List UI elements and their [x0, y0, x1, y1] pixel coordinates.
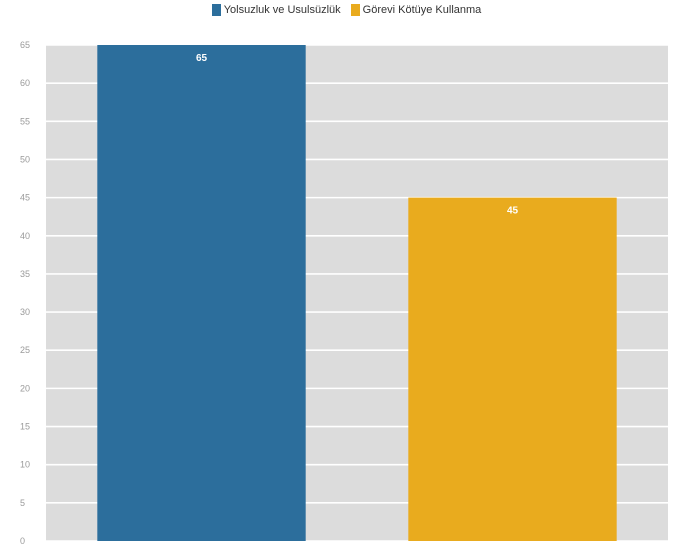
y-tick-label: 45 [20, 193, 30, 203]
data-label-2: 45 [507, 206, 519, 217]
y-tick-label: 0 [20, 536, 25, 546]
y-tick-label: 40 [20, 231, 30, 241]
legend-label-series-1: Yolsuzluk ve Usulsüzlük [223, 4, 341, 16]
y-tick-label: 35 [20, 269, 30, 279]
y-tick-label: 55 [20, 116, 30, 126]
bar-2 [408, 197, 617, 541]
y-tick-label: 10 [20, 460, 30, 470]
y-tick-label: 25 [20, 345, 30, 355]
y-tick-label: 50 [20, 154, 30, 164]
y-tick-label: 20 [20, 383, 30, 393]
legend-label-series-2: Görevi Kötüye Kullanma [362, 4, 482, 16]
data-label-1: 65 [196, 53, 208, 64]
y-tick-label: 65 [20, 40, 30, 50]
y-tick-label: 5 [20, 498, 25, 508]
y-tick-label: 60 [20, 78, 30, 88]
y-tick-label: 15 [20, 422, 30, 432]
chart-legend: Yolsuzluk ve Usulsüzlük Görevi Kötüye Ku… [0, 4, 693, 16]
y-tick-label: 30 [20, 307, 30, 317]
legend-swatch-series-1 [211, 4, 221, 16]
bar-1 [97, 45, 306, 541]
legend-swatch-series-2 [350, 4, 360, 16]
legend-item-series-2[interactable]: Görevi Kötüye Kullanma [350, 4, 482, 16]
legend-item-series-1[interactable]: Yolsuzluk ve Usulsüzlük [211, 4, 341, 16]
